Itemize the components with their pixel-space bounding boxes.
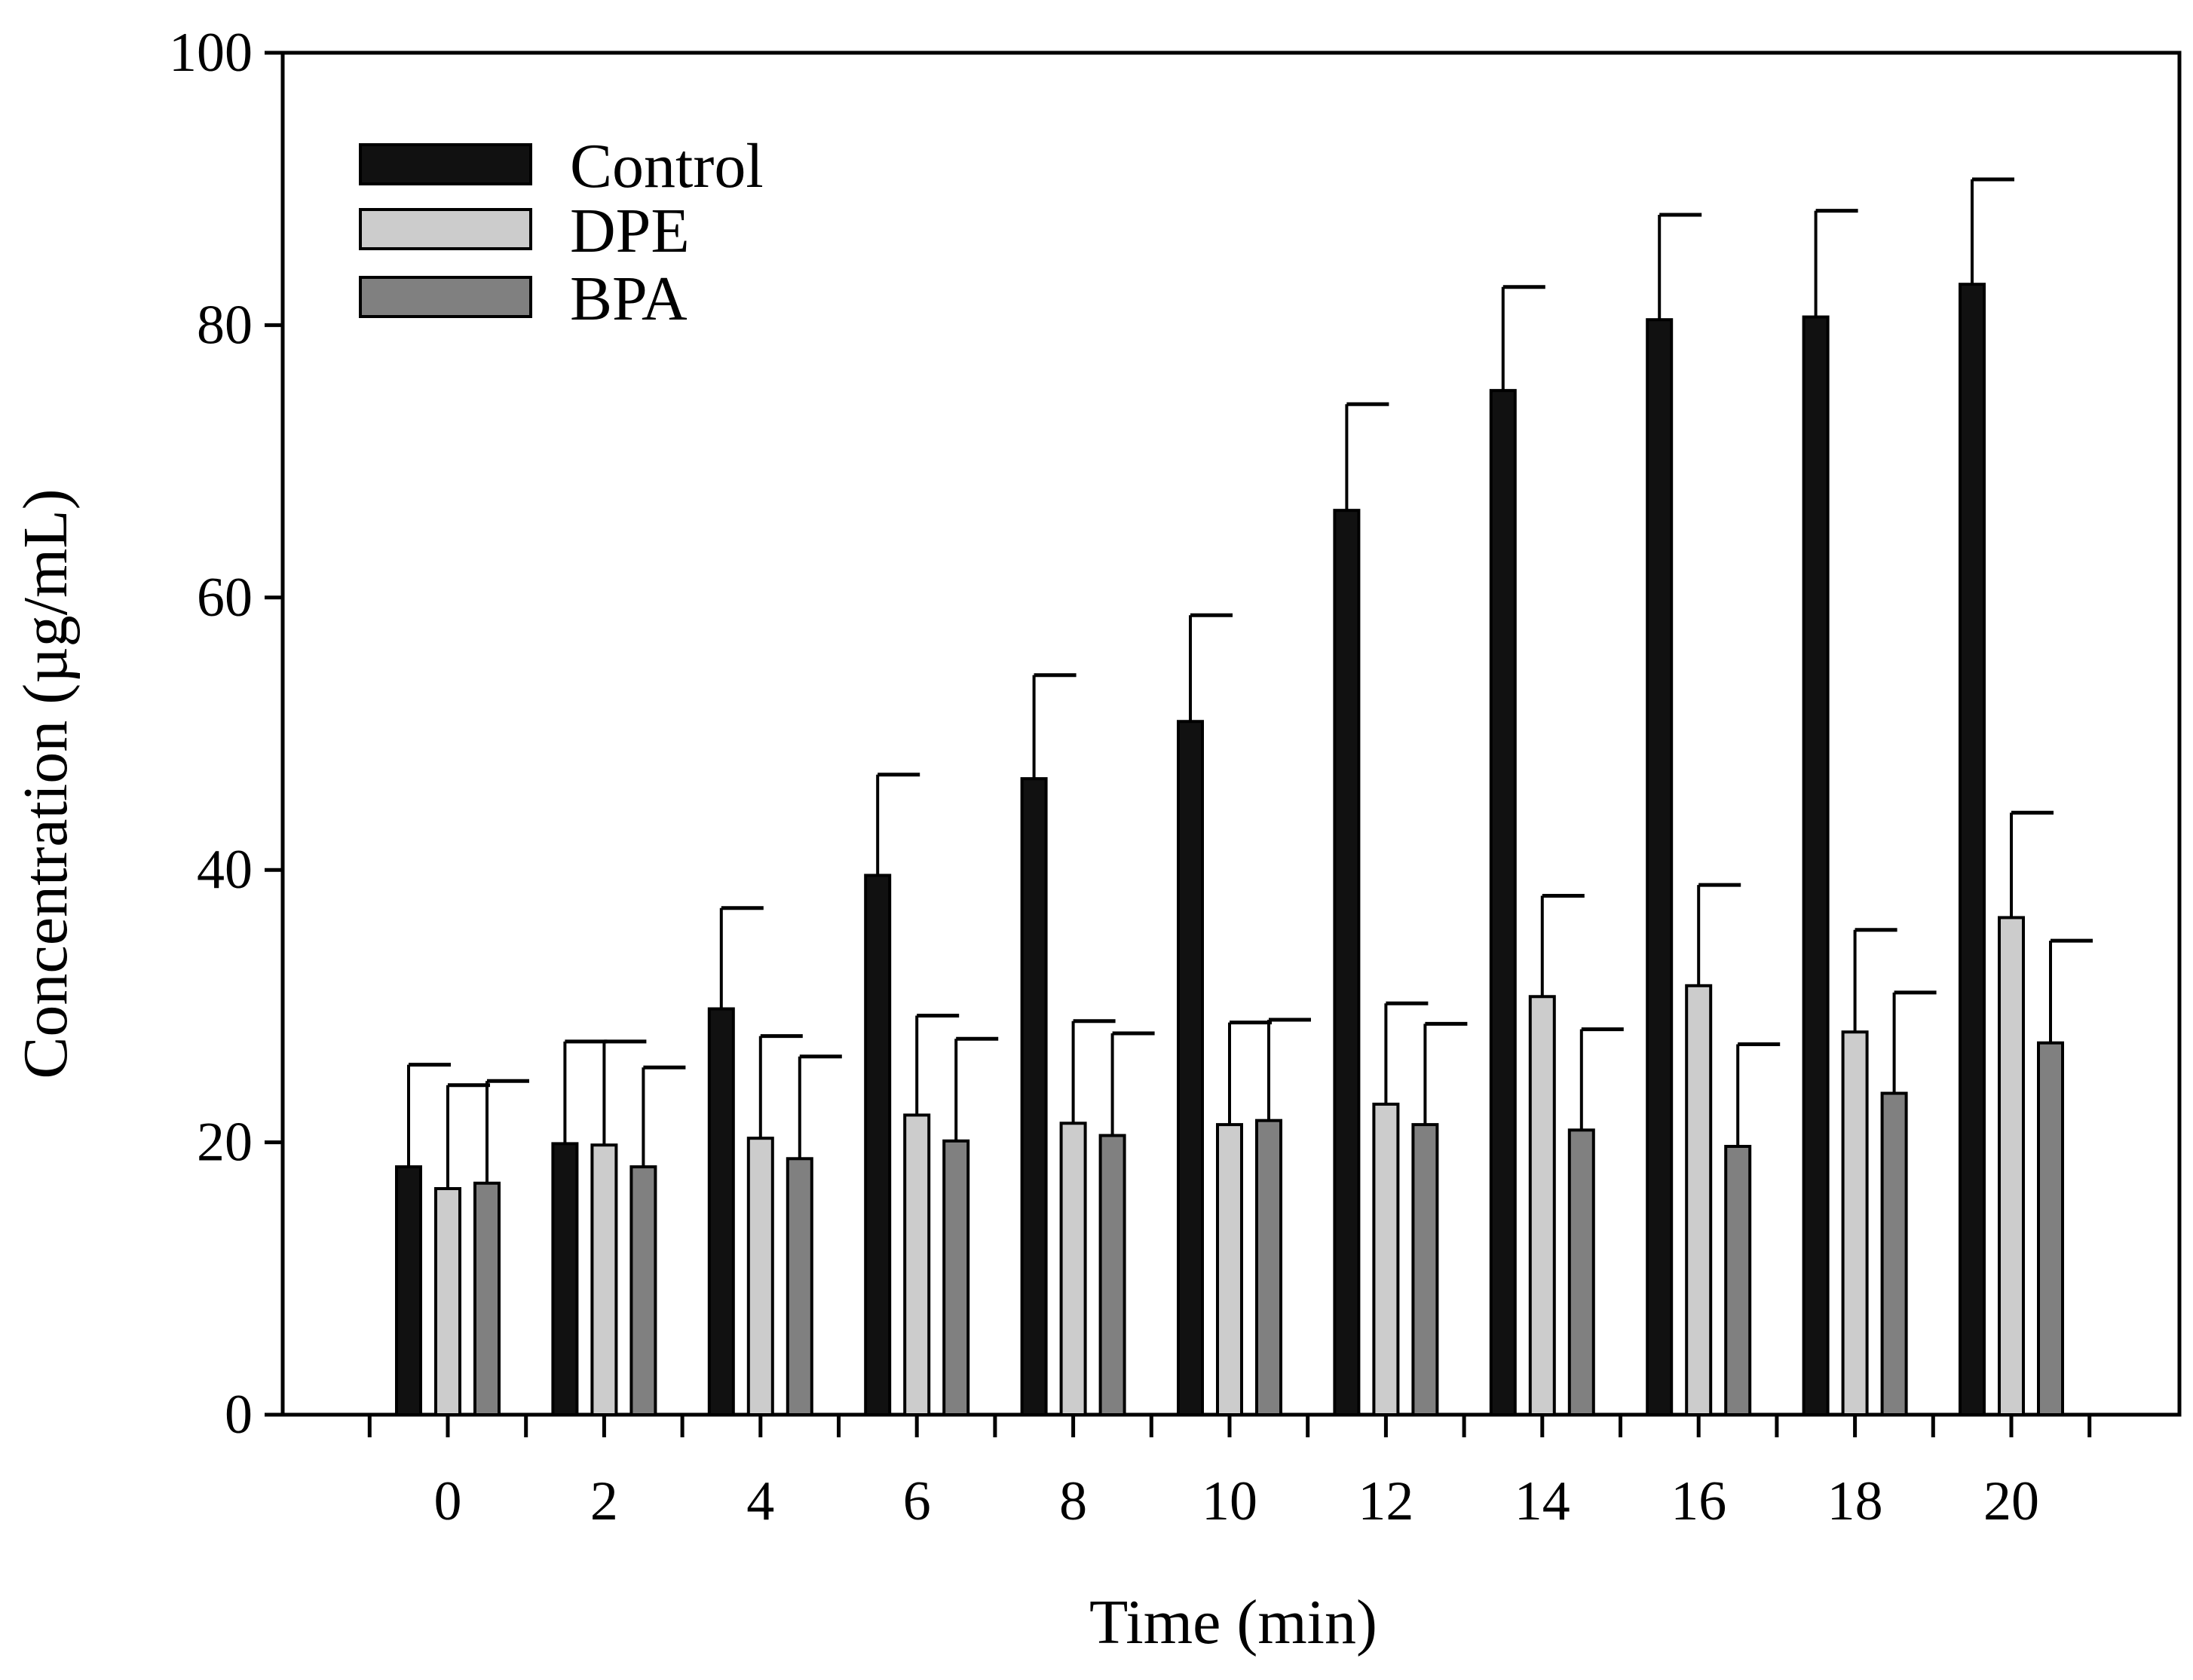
- bar-dpe-16: [1685, 984, 1713, 1417]
- y-tick-label: 0: [225, 1384, 253, 1446]
- legend-label-dpe: DPE: [570, 196, 690, 266]
- y-tick-label: 100: [169, 22, 253, 84]
- x-tick-label: 0: [434, 1470, 462, 1532]
- x-tick-label: 2: [590, 1470, 618, 1532]
- bar-control-12: [1333, 509, 1361, 1416]
- bar-control-2: [551, 1142, 579, 1416]
- bar-control-14: [1489, 389, 1517, 1416]
- bar-dpe-12: [1372, 1103, 1400, 1417]
- bar-bpa-20: [2037, 1041, 2064, 1416]
- bar-dpe-18: [1841, 1030, 1869, 1417]
- bar-control-6: [864, 874, 892, 1416]
- bar-dpe-8: [1059, 1122, 1087, 1416]
- bars: [395, 283, 2064, 1417]
- y-tick-label: 60: [197, 567, 253, 629]
- bar-control-4: [707, 1007, 735, 1417]
- bar-control-20: [1959, 283, 1986, 1417]
- error-bars: [407, 177, 2093, 1189]
- bar-dpe-4: [746, 1137, 774, 1416]
- x-tick-label: 4: [746, 1470, 774, 1532]
- x-axis-title: Time (min): [1089, 1587, 1377, 1657]
- bar-dpe-6: [903, 1113, 931, 1416]
- bar-dpe-10: [1216, 1123, 1243, 1416]
- x-tick-label: 16: [1671, 1470, 1726, 1532]
- bar-bpa-2: [629, 1165, 657, 1416]
- bar-bpa-6: [942, 1139, 970, 1416]
- y-tick-label: 20: [197, 1112, 253, 1174]
- y-axis-title: Concentration (µg/mL): [11, 488, 81, 1079]
- bar-bpa-0: [473, 1181, 501, 1417]
- bar-bpa-4: [786, 1157, 813, 1417]
- bar-bpa-14: [1567, 1128, 1595, 1417]
- legend-swatch-control: [359, 143, 532, 185]
- bar-dpe-2: [590, 1143, 618, 1416]
- legend-label-control: Control: [570, 131, 764, 201]
- bar-bpa-8: [1098, 1134, 1126, 1416]
- legend-swatch-dpe: [359, 208, 532, 250]
- legend-label-bpa: BPA: [570, 264, 688, 334]
- bar-bpa-10: [1255, 1118, 1282, 1416]
- y-tick-label: 40: [197, 839, 253, 901]
- x-tick-label: 12: [1358, 1470, 1414, 1532]
- bar-control-8: [1020, 777, 1048, 1416]
- bar-control-0: [395, 1165, 422, 1416]
- x-tick-label: 8: [1059, 1470, 1087, 1532]
- x-tick-label: 10: [1202, 1470, 1257, 1532]
- bar-control-10: [1177, 720, 1204, 1416]
- bar-control-16: [1646, 318, 1674, 1416]
- x-tick-label: 20: [1983, 1470, 2039, 1532]
- bar-bpa-16: [1724, 1145, 1752, 1416]
- x-tick-label: 14: [1515, 1470, 1570, 1532]
- bar-dpe-0: [434, 1187, 461, 1416]
- y-tick-label: 80: [197, 294, 253, 356]
- legend-swatch-bpa: [359, 276, 532, 318]
- bar-dpe-14: [1528, 995, 1556, 1416]
- bar-dpe-20: [1998, 916, 2025, 1416]
- bar-control-18: [1802, 315, 1830, 1417]
- axes: 0 20 40 60 80 100 0 2 4 6 8 10 12 14 16 18 20: [169, 22, 2092, 1532]
- x-tick-label: 6: [903, 1470, 931, 1532]
- bar-bpa-18: [1880, 1091, 1908, 1416]
- x-tick-label: 18: [1827, 1470, 1883, 1532]
- bar-bpa-12: [1411, 1123, 1439, 1416]
